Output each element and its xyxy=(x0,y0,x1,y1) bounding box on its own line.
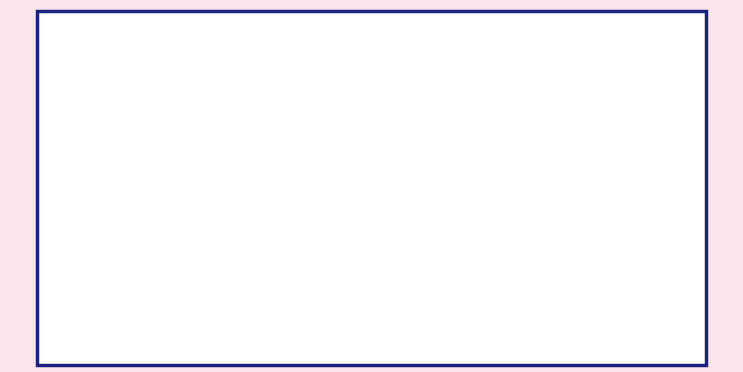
Text: Vitamin D
Deficiency: Vitamin D Deficiency xyxy=(306,166,437,209)
FancyBboxPatch shape xyxy=(291,135,452,241)
Text: Insulin: Insulin xyxy=(335,309,408,328)
Text: Metabolic
Syndrome: Metabolic Syndrome xyxy=(316,44,427,85)
Text: Type 2
diabetes: Type 2 diabetes xyxy=(90,167,185,208)
Text: Obesity: Obesity xyxy=(557,178,641,198)
